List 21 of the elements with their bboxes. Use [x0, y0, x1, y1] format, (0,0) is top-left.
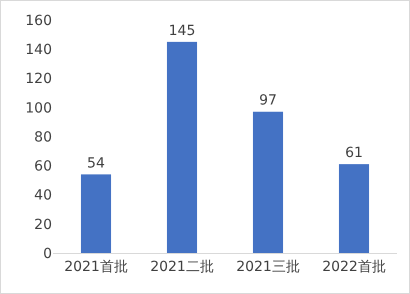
- data-label: 145: [168, 22, 196, 39]
- y-tick-label: 60: [34, 158, 52, 175]
- y-tick-label: 0: [43, 246, 52, 262]
- data-label: 61: [345, 145, 363, 162]
- x-tick-label: 2022首批: [322, 258, 386, 275]
- data-label: 54: [87, 155, 105, 172]
- x-tick-label: 2021首批: [64, 258, 128, 275]
- bar: [338, 164, 370, 253]
- bar: [252, 112, 284, 253]
- x-tick-label: 2021二批: [150, 258, 214, 275]
- y-tick-label: 160: [25, 12, 52, 29]
- data-label: 97: [259, 92, 277, 109]
- bar: [166, 42, 198, 253]
- bar: [80, 174, 112, 253]
- y-tick-label: 40: [34, 188, 52, 204]
- y-tick-label: 20: [34, 216, 52, 233]
- y-tick-label: 140: [25, 42, 52, 58]
- y-tick-label: 80: [34, 129, 52, 146]
- y-tick-label: 100: [25, 100, 52, 116]
- x-tick-label: 2021三批: [236, 258, 300, 275]
- y-tick-label: 120: [25, 71, 52, 88]
